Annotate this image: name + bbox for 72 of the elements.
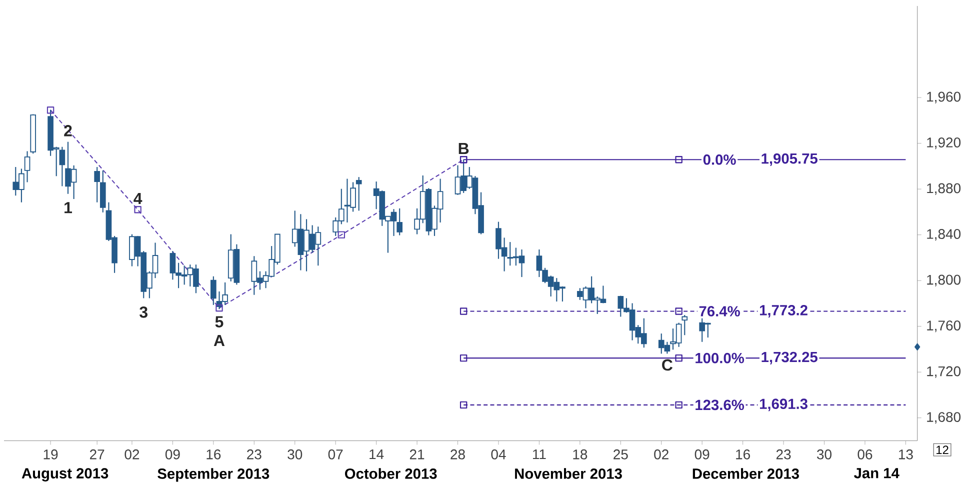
x-tick-label: 30 [816,449,832,460]
annotation: 1,732.25 [762,352,818,364]
x-tick-label: 04 [491,449,506,460]
x-tick-label: 23 [776,449,791,460]
annotation: 1 [64,202,72,214]
annotation: 4 [134,193,142,204]
text: November 2013 [515,468,622,479]
annotation: C [662,359,673,371]
y-tick-label: 1,680 [927,412,961,424]
text: Jan 14 [854,468,900,478]
point [675,401,682,409]
annotation: 5 [215,316,224,328]
x-tick-label: 06 [858,449,872,460]
annotation: 76.4% [699,306,740,316]
candlestick [94,166,100,203]
text: December 2013 [692,468,799,479]
text: October 2013 [345,468,437,479]
x-tick-label: 21 [410,449,424,460]
x-tick-label: 14 [370,449,384,460]
annotation: A [214,334,225,346]
x-tick-label: 02 [654,449,668,460]
text: August 2013 [22,468,108,482]
annotation: 0.0% [703,154,736,165]
candlestick [682,314,688,336]
annotation: 2 [64,125,72,136]
x-tick-label: 23 [247,449,262,460]
point [460,308,468,315]
point [675,156,682,164]
candlestick [24,150,30,183]
x-tick-label: 16 [206,449,221,460]
x-tick-label: 09 [165,449,180,460]
x-tick-label: 07 [328,449,343,460]
y-tick-label: 1,920 [927,138,961,150]
candlestick [210,276,216,306]
text: 12 [936,446,948,454]
x-tick-label: 30 [288,449,302,460]
x-tick-label: 19 [44,449,58,460]
point [460,354,468,362]
point [338,231,346,238]
x-tick-label: 18 [573,449,588,460]
point [216,304,223,312]
candlestick [356,176,362,212]
annotation: 123.6% [696,400,744,410]
x-tick-label: 25 [614,449,628,460]
x-tick-label: 27 [90,449,104,460]
annotation: 3 [140,306,148,318]
annotation: 1,773.2 [760,304,808,318]
annotation: 100.0% [696,352,744,364]
y-tick-label: 1,880 [927,183,961,195]
x-tick-label: 09 [694,449,710,460]
point [134,206,142,214]
annotation: 1,905.75 [762,153,818,166]
x-tick-label: 11 [533,449,546,460]
y-tick-label: 1,960 [927,92,961,104]
y-tick-label: 1,800 [927,274,961,286]
point [675,308,682,315]
point [460,401,468,409]
point [675,354,682,362]
candlestick [59,146,66,187]
text: September 2013 [158,468,270,482]
annotation: B [458,143,469,154]
x-tick-label: 13 [898,449,913,460]
y-tick-label: 1,720 [927,366,961,378]
x-tick-label: 16 [736,449,750,460]
point [914,343,920,351]
candlestick [396,208,402,236]
x-tick-label: 28 [450,449,465,460]
y-tick-label: 1,760 [927,320,961,332]
point [46,106,54,114]
y-tick-label: 1,840 [927,229,961,241]
annotation: 1,691.3 [760,398,808,412]
x-tick-label: 02 [124,449,140,460]
